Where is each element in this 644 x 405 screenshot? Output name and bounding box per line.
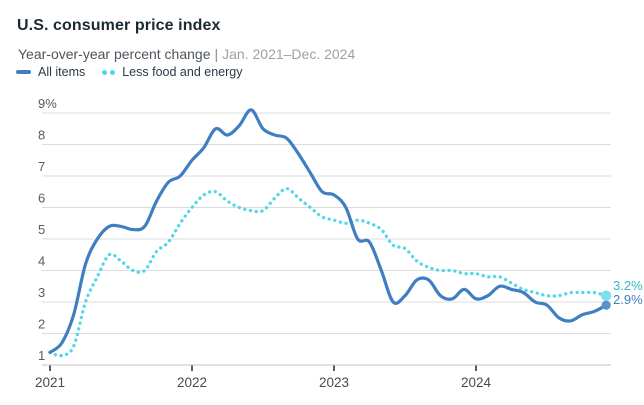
series-line-less-food-energy [48,186,608,358]
chart-subtitle: Year-over-year percent change | Jan. 2021–… [18,46,355,62]
x-tick-label: 2021 [35,375,65,390]
y-tick-label: 7 [38,159,45,174]
x-tick-label: 2022 [177,375,207,390]
x-tick-label: 2023 [319,375,349,390]
chart-legend: All items Less food and energy [16,65,242,79]
y-tick-label: 6 [38,191,45,206]
line-swatch-icon [16,70,31,74]
legend-item-all-items: All items [16,65,85,79]
legend-label-all-items: All items [38,65,86,79]
legend-item-less-food-energy: Less food and energy [102,65,242,79]
y-tick-label: 5 [38,222,45,237]
y-tick-label: 3 [38,285,45,300]
series-end-dot-less-food-energy [600,290,612,301]
y-tick-label: 4 [38,254,45,269]
page-title: U.S. consumer price index [17,16,221,34]
y-tick-label: 2 [38,317,45,332]
dots-swatch-icon [102,69,116,75]
y-tick-label: 8 [38,128,45,143]
y-tick-label: 9% [38,96,57,111]
y-tick-label: 1 [38,348,45,363]
x-tick-label: 2024 [461,375,492,390]
subtitle-date-range: Jan. 2021–Dec. 2024 [222,46,356,62]
end-value-label-all-items: 2.9% [613,292,643,307]
subtitle-separator: | [214,46,219,62]
legend-label-less-food-energy: Less food and energy [122,65,243,79]
end-value-label-less-food-energy: 3.2% [613,278,643,293]
series-line-all-items [48,108,608,354]
subtitle-measure: Year-over-year percent change [18,46,211,62]
series-end-dot-all-items [601,300,611,310]
